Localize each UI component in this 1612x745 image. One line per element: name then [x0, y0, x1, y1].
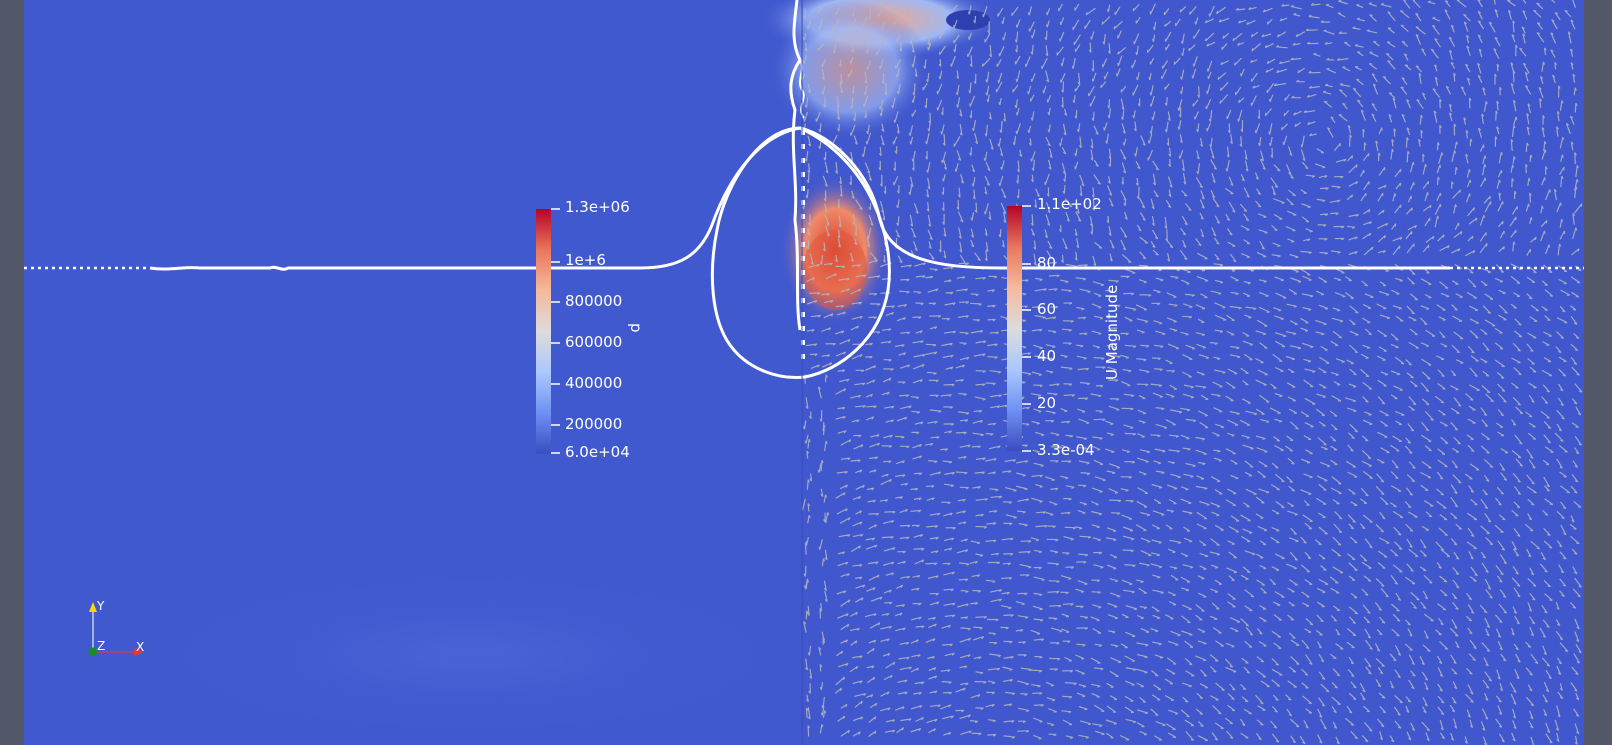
- axis-x-arrow-icon: [134, 648, 144, 656]
- p-bar-title: p: [627, 323, 645, 333]
- p-label-1e6: 1e+6: [565, 251, 606, 269]
- glyph-arrows: [799, 0, 1583, 745]
- axis-y-label: Y: [97, 599, 105, 613]
- colorbar-u: [1007, 206, 1022, 451]
- velocity-field: [802, 0, 1584, 745]
- contour-lines: [24, 0, 1584, 380]
- p-label-400k: 400000: [565, 374, 623, 392]
- bubble-contour: [710, 126, 891, 380]
- axis-x-label: X: [136, 640, 145, 654]
- scalar-bar-u[interactable]: [1007, 205, 1031, 452]
- jet-contour-left: [789, 0, 802, 331]
- orientation-axes[interactable]: [88, 602, 145, 657]
- u-label-60: 60: [1037, 300, 1057, 318]
- velocity-warm-top: [770, 0, 930, 140]
- p-label-600k: 600000: [565, 333, 623, 351]
- p-label-800k: 800000: [565, 292, 623, 310]
- velocity-glyphs: [799, 0, 1583, 745]
- u-label-20: 20: [1037, 394, 1057, 412]
- axis-z-dot-icon: [88, 647, 98, 657]
- p-label-200k: 200000: [565, 415, 623, 433]
- vortex-dark: [946, 10, 990, 30]
- u-label-min: 3.3e-04: [1037, 441, 1095, 459]
- p-label-min: 6.0e+04: [565, 443, 630, 461]
- u-bar-title: U Magnitude: [1103, 284, 1121, 380]
- p-label-max: 1.3e+06: [565, 198, 630, 216]
- axis-y-arrow-icon: [89, 602, 97, 612]
- u-label-max: 1.1e+02: [1037, 195, 1102, 213]
- pressure-haze: [130, 565, 810, 745]
- u-label-80: 80: [1037, 254, 1057, 272]
- u-label-40: 40: [1037, 347, 1057, 365]
- velocity-hot-core2: [803, 230, 867, 310]
- colorbar-p: [536, 209, 551, 454]
- scalar-bar-p[interactable]: [536, 208, 560, 454]
- axis-z-label: Z: [97, 639, 106, 653]
